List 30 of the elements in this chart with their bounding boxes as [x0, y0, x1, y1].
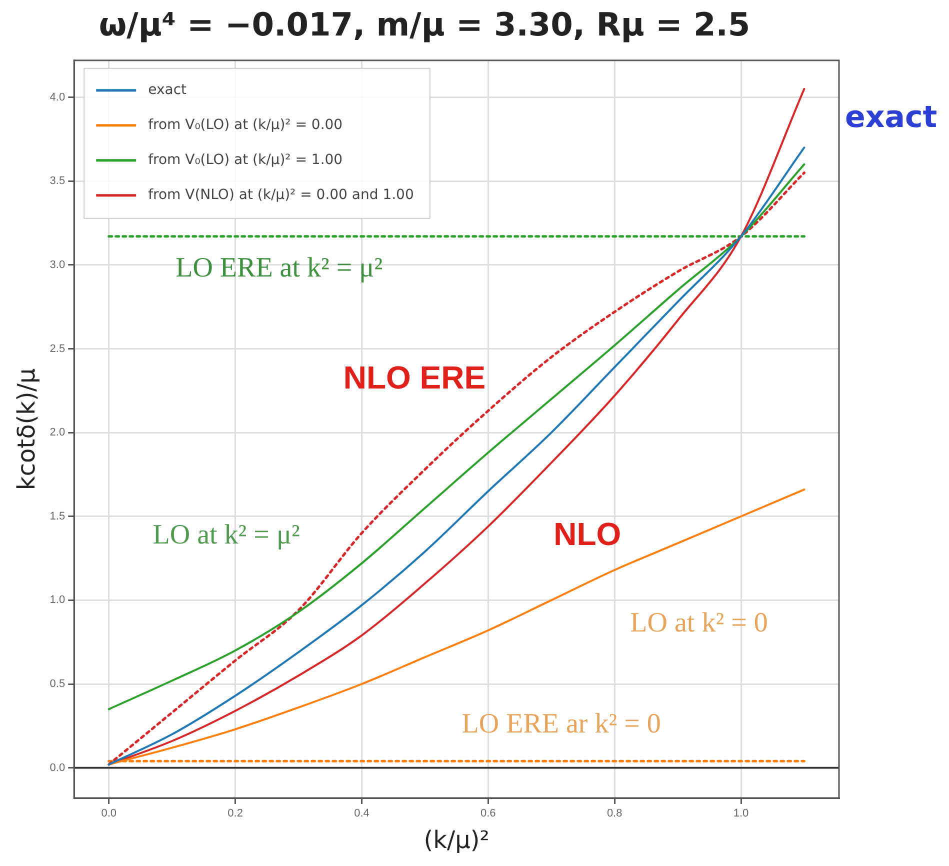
line-series — [108, 488, 806, 766]
x-tick-label: 0.4 — [354, 808, 370, 820]
y-tick-label: 1.5 — [50, 510, 66, 522]
y-tick-label: 2.0 — [50, 426, 66, 439]
y-tick-label: 3.0 — [50, 258, 66, 271]
annotation: LO ERE at k² = μ² — [176, 252, 383, 284]
y-tick-label: 4.0 — [50, 91, 66, 104]
x-tick-label: 0.0 — [101, 808, 117, 820]
annotation: LO at k² = 0 — [630, 607, 768, 638]
y-tick-label: 2.5 — [50, 342, 66, 355]
annotation: LO ERE ar k² = 0 — [462, 708, 661, 740]
x-tick-label: 1.0 — [733, 808, 749, 820]
chart-title: ω/μ⁴ = −0.017, m/μ = 3.30, Rμ = 2.5 — [98, 6, 750, 44]
y-axis-title: kcotδ(k)/μ — [12, 368, 41, 490]
x-tick-label: 0.8 — [606, 808, 622, 820]
y-tick-label: 3.5 — [50, 175, 66, 188]
annotation: NLO — [554, 516, 622, 552]
y-tick-label: 0.0 — [50, 762, 66, 774]
annotation: LO at k² = μ² — [152, 520, 300, 551]
legend-label: from V₀(LO) at (k/μ)² = 0.00 — [148, 117, 343, 134]
legend-label: exact — [148, 82, 188, 98]
x-tick-label: 0.6 — [480, 808, 496, 820]
legend-label: from V₀(LO) at (k/μ)² = 1.00 — [148, 152, 343, 168]
y-tick-label: 1.0 — [50, 594, 66, 606]
annotation: NLO ERE — [343, 360, 486, 396]
y-tick-label: 0.5 — [50, 678, 66, 690]
x-axis-title: (k/μ)² — [424, 826, 490, 854]
legend-label: from V(NLO) at (k/μ)² = 0.00 and 1.00 — [148, 187, 414, 204]
x-tick-label: 0.2 — [228, 808, 243, 820]
text: exact — [845, 100, 938, 136]
